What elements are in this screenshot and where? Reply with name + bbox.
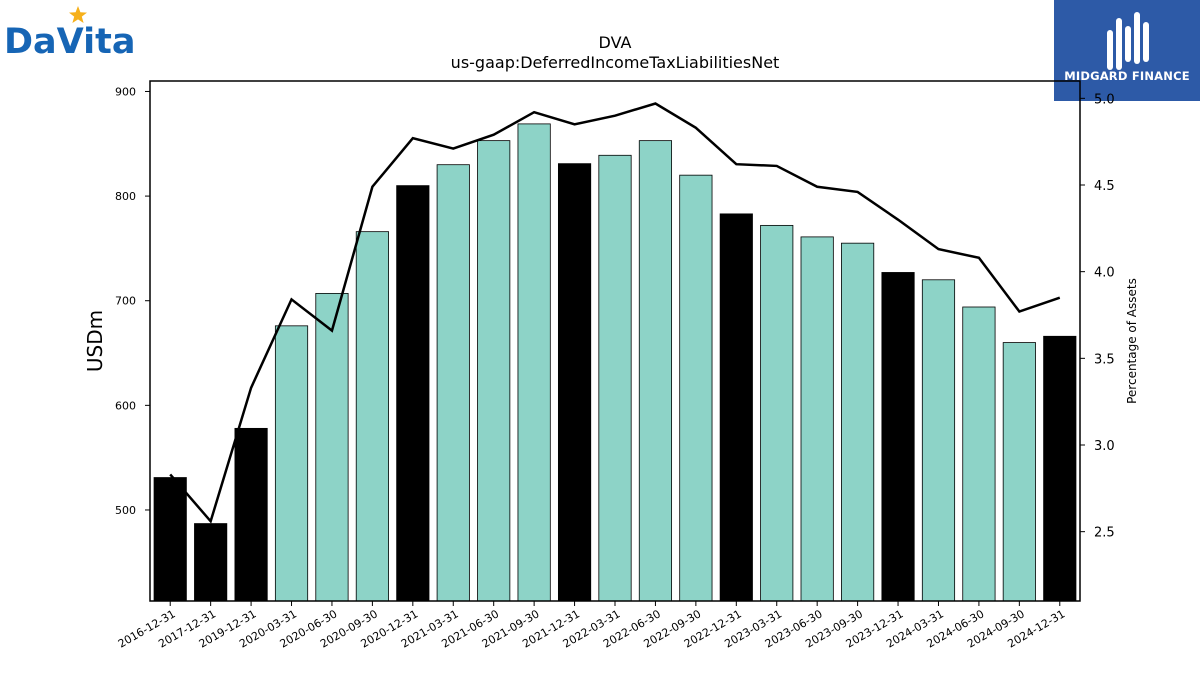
bar-2020-03-31 — [274, 325, 309, 602]
bar-2020-09-30 — [355, 231, 389, 602]
bar-2022-12-31 — [719, 213, 753, 602]
bar-2020-06-30 — [315, 292, 349, 602]
y-tick-label: 600 — [115, 399, 136, 412]
bar-2022-09-30 — [679, 174, 713, 602]
bar-2024-12-31 — [1043, 335, 1077, 602]
y-tick-label: 900 — [115, 85, 136, 98]
bar-2016-12-31 — [153, 477, 187, 602]
y-tick-label: 800 — [115, 190, 136, 203]
midgard-finance-logo: MIDGARD FINANCE — [1054, 0, 1200, 101]
y2-tick-label: 5.0 — [1094, 92, 1115, 107]
midgard-emblem-icon — [1107, 12, 1149, 70]
bar-2022-06-30 — [638, 140, 673, 602]
bar-2021-03-31 — [436, 164, 470, 602]
star-icon — [69, 6, 87, 23]
midgard-logo-text: MIDGARD FINANCE — [1064, 69, 1190, 83]
y-axis-label: USDm — [83, 310, 107, 372]
bar-2024-06-30 — [962, 306, 996, 602]
bar-2023-09-30 — [841, 242, 875, 602]
y2-tick-label: 4.0 — [1094, 266, 1115, 281]
y2-tick-label: 3.0 — [1094, 439, 1115, 454]
chart-title: DVA — [599, 33, 632, 52]
bar-2020-12-31 — [396, 185, 430, 602]
bar-2022-03-31 — [598, 154, 632, 602]
bar-2017-12-31 — [194, 523, 228, 602]
y2-tick-label: 3.5 — [1094, 352, 1115, 367]
y2-axis-label: Percentage of Assets — [1125, 278, 1139, 404]
y2-tick-label: 2.5 — [1094, 526, 1115, 541]
bar-2021-06-30 — [477, 140, 511, 602]
y2-tick-label: 4.5 — [1094, 179, 1115, 194]
bar-2023-03-31 — [760, 224, 794, 602]
chart-subtitle: us-gaap:DeferredIncomeTaxLiabilitiesNet — [451, 53, 780, 72]
bar-2021-12-31 — [557, 163, 592, 602]
bar-2024-03-31 — [921, 279, 956, 602]
bar-2023-06-30 — [800, 236, 834, 602]
bar-2023-12-31 — [881, 272, 915, 602]
davita-logo-text: DaVita — [4, 22, 136, 60]
percentage-line — [169, 102, 1061, 524]
y-tick-label: 500 — [115, 504, 136, 517]
y-tick-label: 700 — [115, 295, 136, 308]
davita-logo: DaVita — [4, 4, 144, 62]
bar-2019-12-31 — [234, 427, 268, 602]
bar-2024-09-30 — [1002, 342, 1036, 602]
bar-2021-09-30 — [517, 123, 551, 602]
